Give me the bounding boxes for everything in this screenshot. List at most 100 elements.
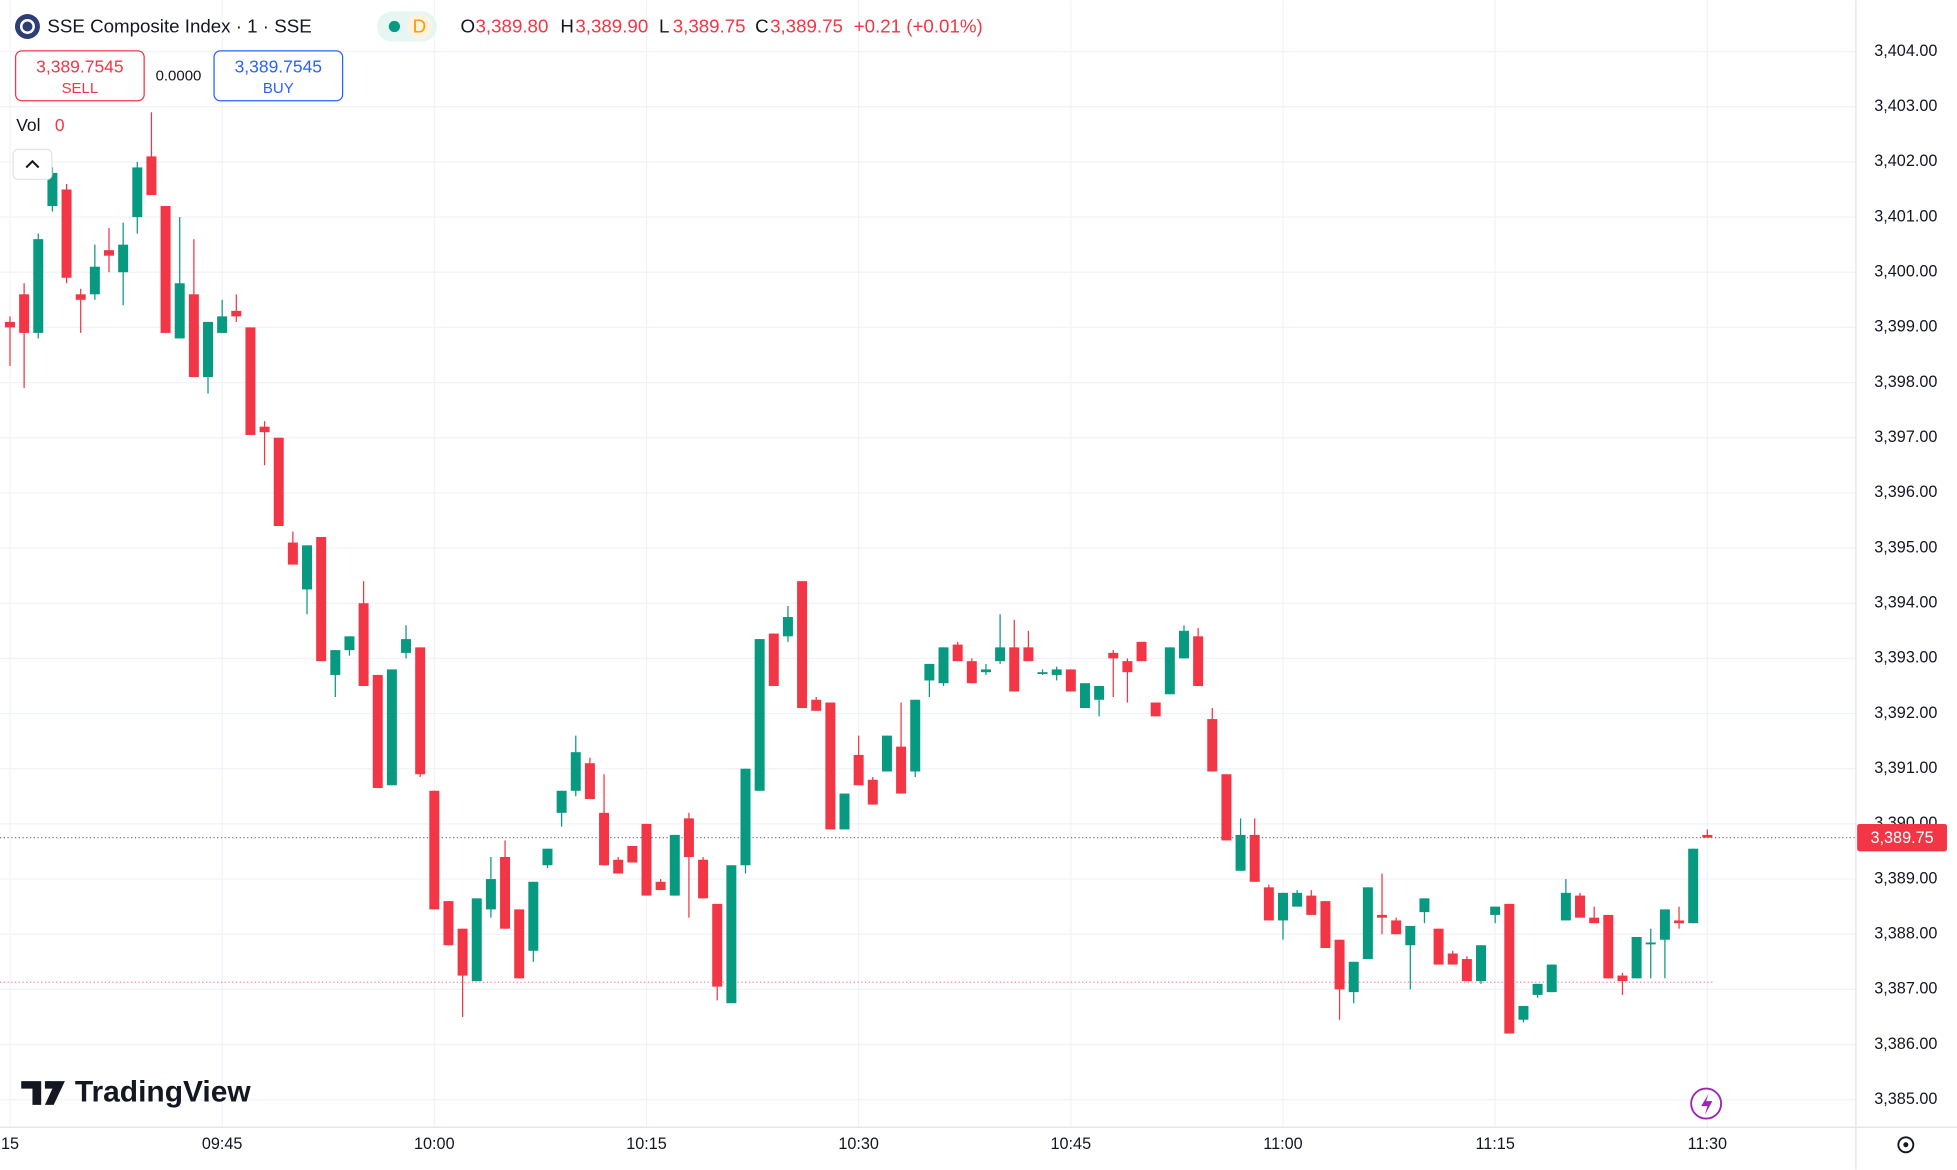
spread: 0.0000 bbox=[156, 67, 202, 84]
x-tick-label: 15 bbox=[1, 1135, 19, 1153]
candle-body bbox=[146, 156, 157, 196]
symbol-icon bbox=[19, 18, 35, 34]
trade-buttons: 3,389.7545 SELL 0.0000 3,389.7545 BUY bbox=[14, 50, 344, 102]
candle-body bbox=[19, 294, 30, 333]
x-tick-label: 10:30 bbox=[838, 1135, 879, 1153]
candle-body bbox=[797, 581, 808, 709]
candle-body bbox=[754, 639, 765, 791]
candle-body bbox=[118, 244, 129, 273]
candle-body bbox=[1334, 939, 1345, 990]
candle-body bbox=[966, 661, 977, 684]
candle-body bbox=[1108, 652, 1119, 659]
y-tick-label: 3,396.00 bbox=[1874, 483, 1937, 501]
y-tick-label: 3,388.00 bbox=[1874, 924, 1937, 942]
candle-body bbox=[302, 545, 313, 590]
candle-body bbox=[160, 206, 171, 333]
candle-body bbox=[1207, 719, 1218, 772]
candle-body bbox=[372, 674, 383, 789]
candle-body bbox=[1476, 945, 1487, 982]
y-tick-label: 3,394.00 bbox=[1874, 594, 1937, 612]
collapse-button[interactable] bbox=[12, 148, 53, 180]
candle-body bbox=[1702, 834, 1713, 838]
y-tick-label: 3,403.00 bbox=[1874, 97, 1937, 115]
candle-body bbox=[89, 266, 100, 295]
brand-logo: TradingView bbox=[21, 1076, 251, 1109]
buy-label: BUY bbox=[263, 80, 294, 97]
candle-body bbox=[401, 639, 412, 653]
legend-header: SSE Composite Index · 1 · SSE D O 3,389.… bbox=[14, 11, 983, 42]
symbol-icon bbox=[14, 14, 40, 39]
x-tick-label: 09:45 bbox=[202, 1135, 243, 1153]
candle-body bbox=[231, 310, 242, 317]
alert-icon-bolt bbox=[1701, 1093, 1713, 1115]
candle-body bbox=[75, 294, 86, 300]
symbol-title: SSE Composite Index · 1 · SSE bbox=[47, 16, 311, 37]
candle-body bbox=[542, 848, 553, 866]
candle-body bbox=[1659, 909, 1670, 940]
candle-body bbox=[1065, 669, 1076, 692]
candle-body bbox=[61, 189, 72, 278]
candle-body bbox=[415, 647, 426, 775]
candle-body bbox=[1391, 920, 1402, 935]
candle-body bbox=[768, 633, 779, 686]
candle-body bbox=[1532, 983, 1543, 995]
y-tick-label: 3,386.00 bbox=[1874, 1035, 1937, 1053]
x-tick-label: 11:30 bbox=[1688, 1135, 1727, 1153]
candle-body bbox=[1009, 647, 1020, 692]
volume-label: Vol bbox=[16, 115, 40, 135]
candle-body bbox=[1164, 647, 1175, 695]
candle-body bbox=[1150, 702, 1161, 717]
y-tick-label: 3,398.00 bbox=[1874, 373, 1937, 391]
buy-button[interactable] bbox=[213, 50, 344, 102]
logo-icon bbox=[44, 1081, 53, 1089]
candle-body bbox=[188, 294, 199, 378]
candle-body bbox=[1362, 887, 1373, 960]
sell-price: 3,389.7545 bbox=[36, 56, 123, 76]
candle-body bbox=[316, 537, 327, 662]
candle-body bbox=[698, 859, 709, 899]
candle-body bbox=[627, 845, 638, 863]
candle-body bbox=[443, 901, 454, 946]
ohlc-label: C bbox=[755, 16, 769, 37]
candle-body bbox=[514, 909, 525, 979]
candle-body bbox=[47, 172, 58, 207]
candle-body bbox=[1037, 672, 1048, 675]
ohlc-label: O bbox=[461, 16, 476, 37]
candle-body bbox=[613, 859, 624, 874]
candle-body bbox=[853, 754, 864, 786]
candle-body bbox=[1094, 685, 1105, 700]
candle-body bbox=[881, 735, 892, 772]
candle-body bbox=[952, 644, 963, 662]
candle-body bbox=[683, 818, 694, 857]
y-tick-label: 3,387.00 bbox=[1874, 980, 1937, 998]
candle-body bbox=[867, 779, 878, 805]
candle-body bbox=[1136, 641, 1147, 662]
y-tick-label: 3,399.00 bbox=[1874, 318, 1937, 336]
settings-icon[interactable] bbox=[1897, 1136, 1915, 1154]
candle-body bbox=[1617, 975, 1628, 982]
candle-body bbox=[1603, 914, 1614, 979]
candle-body bbox=[1447, 953, 1458, 965]
candle-body bbox=[1419, 898, 1430, 913]
candle-body bbox=[1249, 834, 1260, 882]
candle-body bbox=[726, 865, 737, 1004]
candle-body bbox=[174, 283, 185, 339]
candle-body bbox=[1674, 920, 1685, 924]
candle-body bbox=[245, 327, 256, 435]
candle-body bbox=[33, 239, 44, 333]
y-tick-label: 3,397.00 bbox=[1874, 428, 1937, 446]
candle-body bbox=[330, 650, 341, 675]
candle-body bbox=[344, 636, 355, 651]
candle-body bbox=[1490, 906, 1501, 915]
candle-body bbox=[740, 768, 751, 866]
candle-body bbox=[217, 316, 228, 333]
candle-body bbox=[203, 321, 214, 378]
candle-body bbox=[1377, 914, 1388, 918]
candle-body bbox=[1122, 661, 1133, 673]
y-tick-label: 3,402.00 bbox=[1874, 152, 1937, 170]
sell-button[interactable] bbox=[14, 50, 145, 102]
candle-body bbox=[1306, 895, 1317, 915]
candle-body bbox=[1051, 669, 1062, 675]
